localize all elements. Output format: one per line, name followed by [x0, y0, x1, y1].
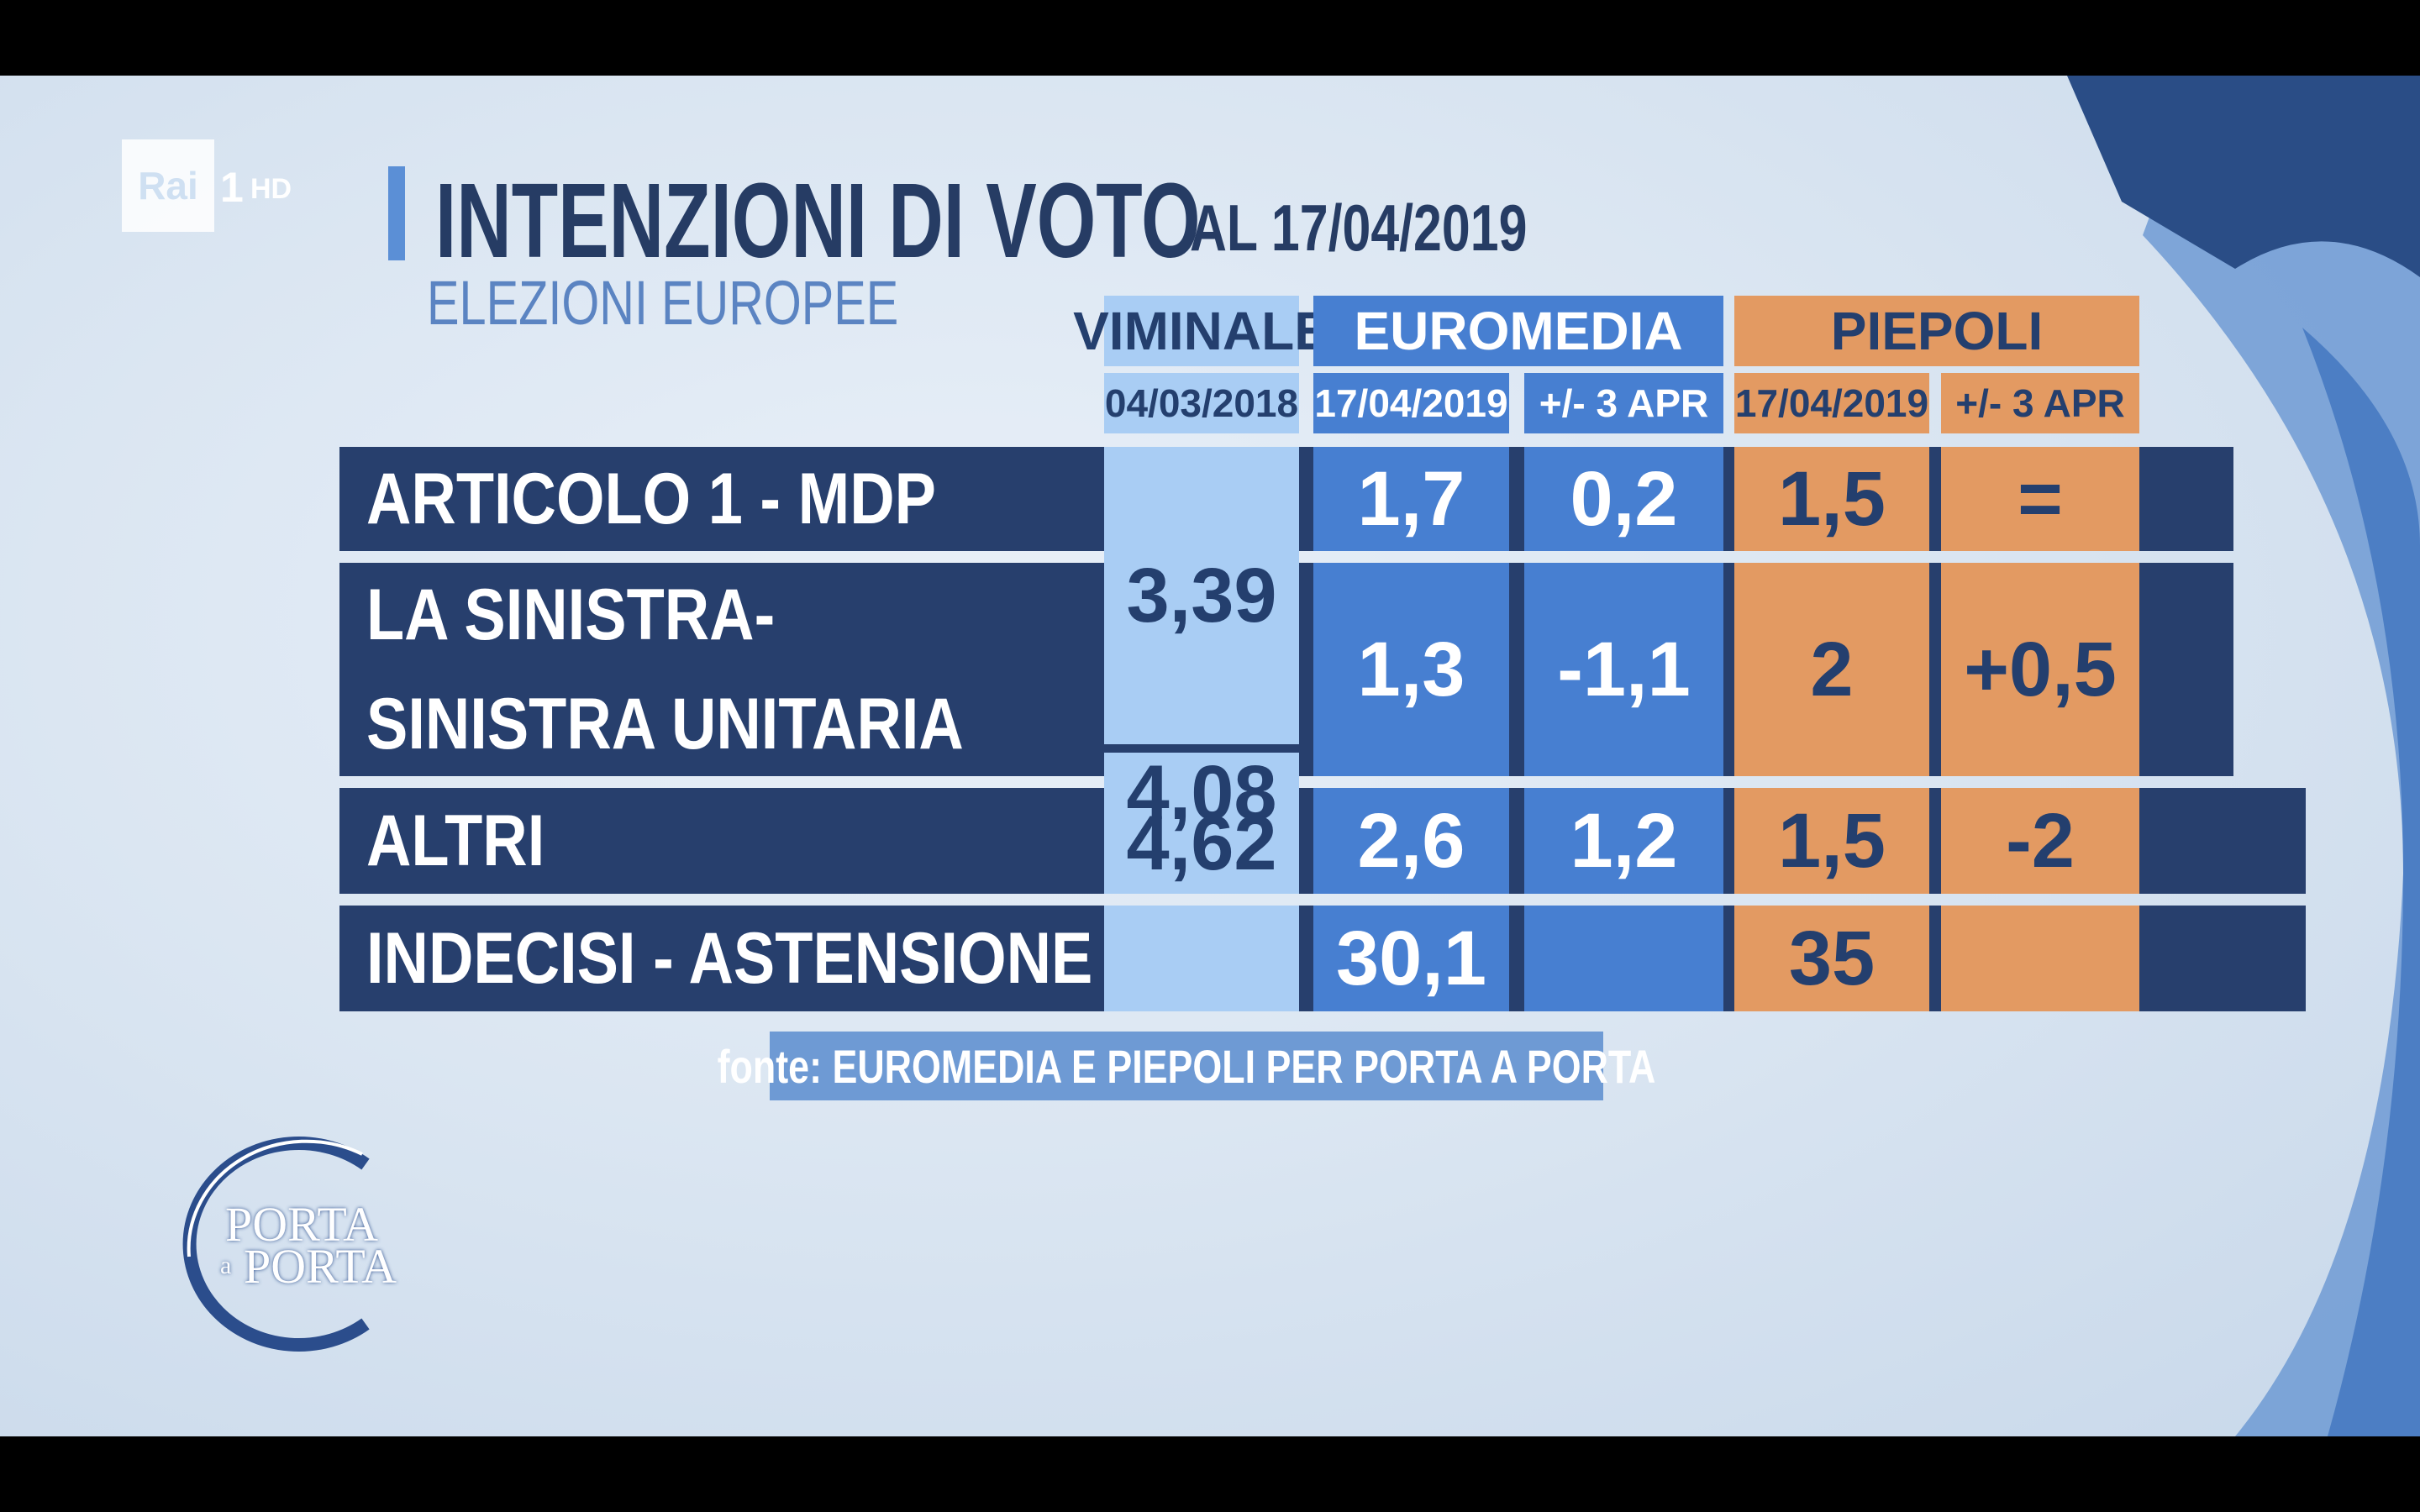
group-header-viminale: VIMINALE [1073, 296, 1330, 366]
row-label-sinistra-line1: LA SINISTRA- [366, 574, 776, 655]
cell-euromedia-indecisi: 30,1 [1313, 906, 1509, 1011]
cell-euromedia-articolo: 1,7 [1313, 447, 1509, 551]
cell-euromedia-sinistra: 1,3 [1313, 563, 1509, 776]
cell-piepoli-diff-altri: -2 [1941, 788, 2139, 894]
cell-viminale-altri: 4,62 [1126, 800, 1277, 886]
page-title: INTENZIONI DI VOTO [435, 161, 1201, 280]
cell-euromedia-diff-indecisi [1524, 906, 1723, 1011]
title-date: AL 17/04/2019 [1190, 191, 1528, 265]
rai-logo-text: Rai [138, 164, 198, 207]
cell-piepoli-altri: 1,5 [1734, 788, 1929, 894]
col-header-euromedia-diff: +/- 3 APR [1524, 373, 1723, 433]
cell-piepoli-sinistra: 2 [1734, 563, 1929, 776]
rai-logo: Rai [122, 139, 214, 232]
cell-piepoli-diff-articolo: = [1941, 447, 2139, 551]
channel-number: 1 [220, 164, 244, 211]
show-logo-line2: PORTA [244, 1239, 397, 1294]
channel-hd: HD [250, 173, 292, 205]
background-arcs [2067, 76, 2420, 1436]
col-header-euromedia-date: 17/04/2019 [1313, 373, 1509, 433]
group-header-piepoli: PIEPOLI [1734, 296, 2139, 366]
cell-viminale-sinistra: 4,08 [1126, 749, 1277, 836]
title-accent-bar [388, 166, 405, 260]
cell-piepoli-indecisi: 35 [1734, 906, 1929, 1011]
col-header-piepoli-diff: +/- 3 APR [1941, 373, 2139, 433]
broadcast-frame: Rai 1 HD INTENZIONI DI VOTO AL 17/04/201… [0, 76, 2420, 1436]
porta-a-porta-logo-ring [182, 1137, 370, 1352]
cell-piepoli-articolo: 1,5 [1734, 447, 1929, 551]
cell-viminale-indecisi [1104, 906, 1299, 1011]
cell-piepoli-diff-indecisi [1941, 906, 2139, 1011]
cell-euromedia-diff-sinistra: -1,1 [1524, 563, 1723, 776]
source-note: fonte: EUROMEDIA E PIEPOLI PER PORTA A P… [717, 1039, 1656, 1093]
page-subtitle: ELEZIONI EUROPEE [427, 268, 899, 338]
group-header-euromedia: EUROMEDIA [1313, 296, 1723, 366]
source-note-box: fonte: EUROMEDIA E PIEPOLI PER PORTA A P… [718, 1032, 1655, 1100]
row-label-articolo: ARTICOLO 1 - MDP [366, 458, 936, 539]
col-header-piepoli-date: 17/04/2019 [1734, 373, 1929, 433]
row-label-altri: ALTRI [366, 800, 545, 881]
cell-viminale-sinistra-altri [1104, 753, 1299, 894]
row-label-sinistra-line2: SINISTRA UNITARIA [366, 683, 964, 764]
row-label-indecisi: INDECISI - ASTENSIONE [366, 917, 1093, 999]
col-header-viminale-date: 04/03/2018 [1104, 373, 1299, 433]
cell-euromedia-diff-altri: 1,2 [1524, 788, 1723, 894]
cell-piepoli-diff-sinistra: +0,5 [1941, 563, 2139, 776]
show-logo-line1: PORTA [225, 1197, 379, 1252]
show-logo-small: a [220, 1252, 232, 1279]
cell-euromedia-altri: 2,6 [1313, 788, 1509, 894]
cell-euromedia-diff-articolo: 0,2 [1524, 447, 1723, 551]
cell-viminale-articolo: 3,39 [1104, 447, 1299, 744]
